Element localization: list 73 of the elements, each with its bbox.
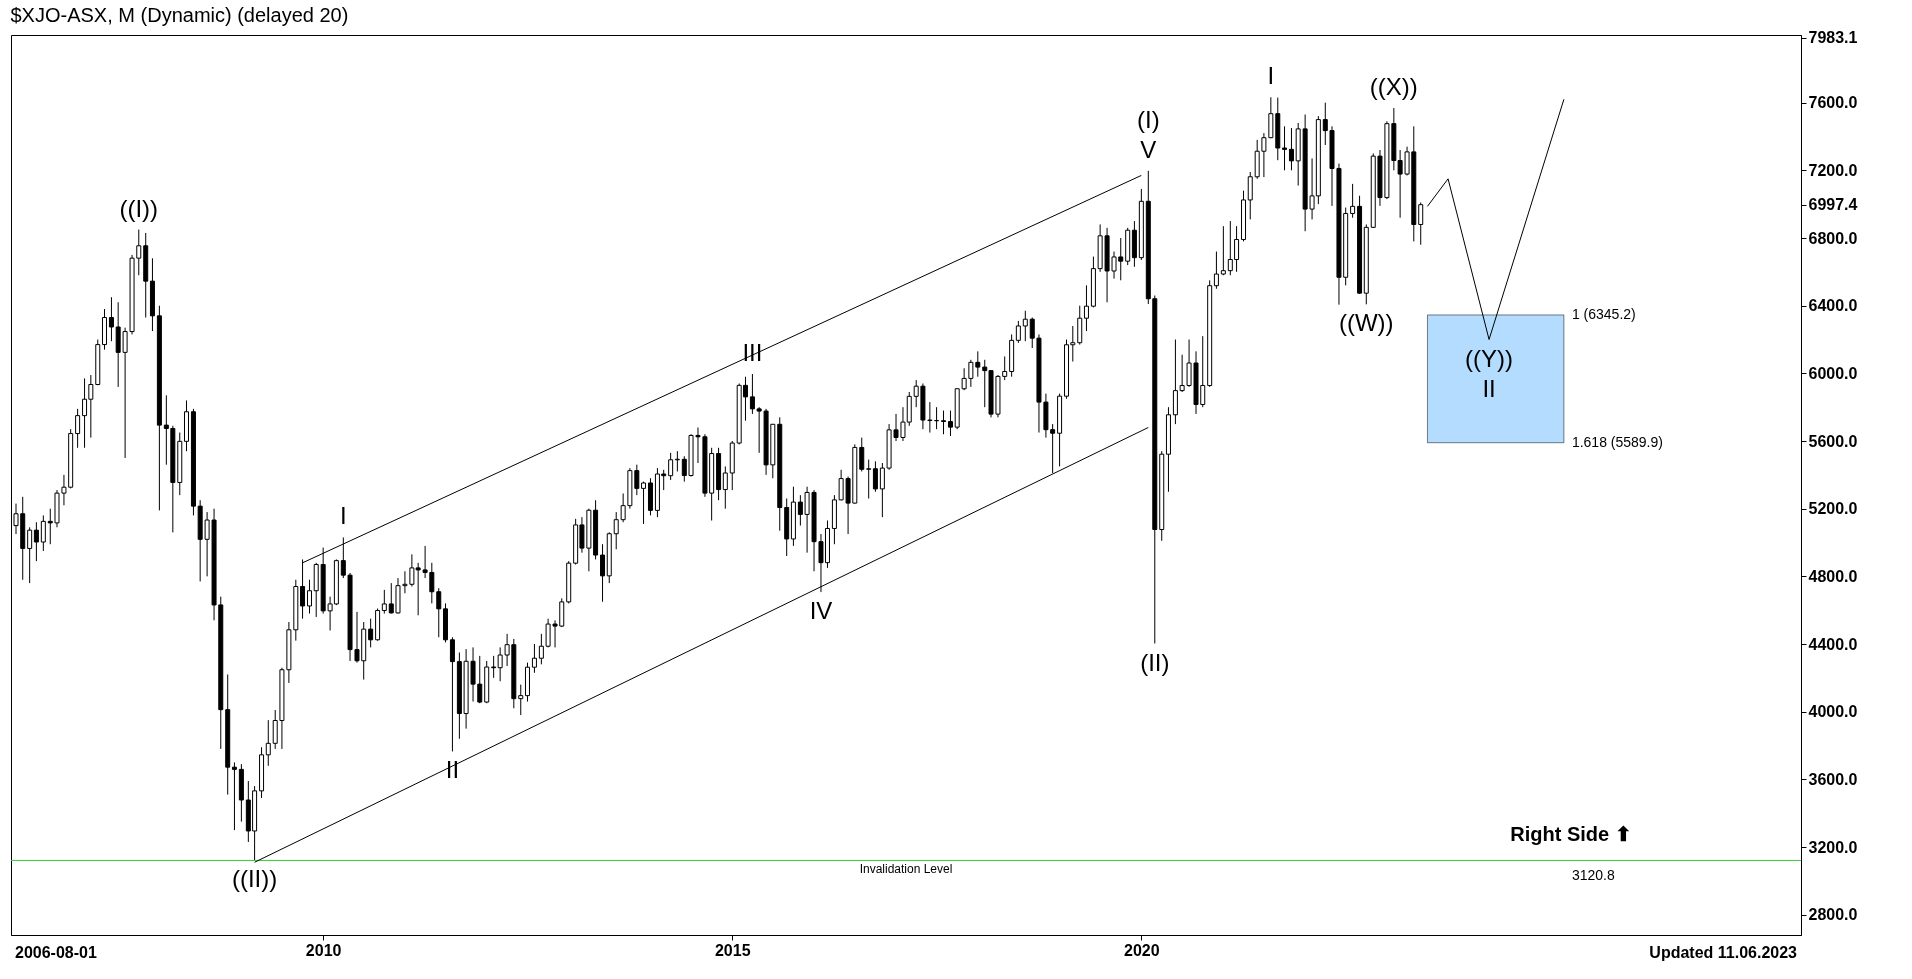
annotation: IV — [809, 597, 833, 625]
annotation: II — [445, 756, 460, 784]
y-tick-label: 7983.1 — [1808, 29, 1858, 47]
annotation: Right Side ⬆ — [1510, 823, 1632, 845]
candlestick — [1247, 171, 1253, 220]
candlestick — [1220, 225, 1226, 276]
candlestick — [1083, 284, 1089, 332]
y-tick-label: 4000.0 — [1808, 703, 1858, 721]
annotation: 1.618 (5589.9) — [1571, 433, 1663, 450]
annotation: ((I)) — [119, 194, 159, 222]
y-tick-label: 2800.0 — [1808, 906, 1858, 924]
candlestick — [947, 410, 953, 437]
candlestick — [531, 643, 537, 674]
candlestick — [1418, 201, 1424, 246]
annotation: I — [339, 502, 347, 530]
text: 2006-08-01 — [15, 944, 97, 961]
annotation: II — [1482, 374, 1496, 402]
y-tick-label: 6000.0 — [1808, 364, 1858, 382]
candlestick — [1015, 320, 1021, 344]
candlestick — [941, 410, 947, 435]
candlestick — [40, 514, 46, 552]
candlestick — [668, 452, 674, 481]
candlestick — [449, 636, 455, 752]
candlestick — [1350, 183, 1356, 219]
annotation: 3120.8 — [1571, 867, 1615, 884]
y-tick-label: 6997.4 — [1808, 196, 1858, 214]
candlestick — [722, 465, 728, 510]
y-tick-label: 4400.0 — [1808, 635, 1858, 653]
annotation: (II) — [1140, 648, 1170, 676]
candlestick — [1282, 125, 1288, 171]
annotation: ((X)) — [1369, 73, 1418, 101]
candlestick — [491, 655, 497, 679]
y-tick-label: 3600.0 — [1808, 770, 1858, 788]
candlestick — [75, 408, 81, 449]
candlestick — [33, 521, 39, 562]
candlestick — [1022, 310, 1028, 342]
annotation: ((Y)) — [1465, 344, 1514, 372]
candlestick — [1213, 251, 1219, 290]
candlestick — [27, 526, 33, 584]
candlestick — [306, 579, 312, 615]
annotation: (I) — [1136, 105, 1160, 133]
candlestick — [859, 437, 865, 472]
candlestick — [368, 618, 374, 648]
annotation: ((W)) — [1338, 309, 1394, 337]
x-tick-label: 2010 — [305, 941, 342, 959]
y-tick-label: 7200.0 — [1808, 161, 1858, 179]
candlestick — [436, 587, 442, 638]
annotation: I — [1267, 62, 1275, 90]
y-tick-label: 6400.0 — [1808, 297, 1858, 315]
candlestick — [1288, 127, 1294, 171]
y-tick-label: 7600.0 — [1808, 94, 1858, 112]
y-tick-label: 6800.0 — [1808, 229, 1858, 247]
candlestick — [108, 296, 114, 342]
annotation: ((II)) — [231, 865, 278, 893]
candlestick — [265, 719, 271, 767]
ref-line-label: Invalidation Level — [859, 862, 953, 877]
y-tick-label: 3200.0 — [1808, 838, 1858, 856]
y-tick-label: 5600.0 — [1808, 432, 1858, 450]
candlestick — [518, 684, 524, 716]
candlestick — [641, 481, 647, 525]
annotation: V — [1140, 135, 1157, 163]
x-tick-label: 2020 — [1124, 941, 1160, 959]
candlestick — [866, 459, 872, 500]
annotation: 1 (6345.2) — [1571, 305, 1636, 322]
y-tick-label: 4800.0 — [1808, 567, 1858, 585]
candlestick — [231, 761, 237, 831]
y-tick-label: 5200.0 — [1808, 500, 1858, 518]
candlestick — [381, 589, 387, 615]
x-tick-label: 2015 — [714, 941, 751, 959]
text: Updated 11.06.2023 — [1649, 944, 1798, 961]
candlestick — [600, 543, 606, 603]
candlestick — [872, 460, 878, 493]
chart-title: $XJO-ASX, M (Dynamic) (delayed 20) — [10, 3, 349, 26]
